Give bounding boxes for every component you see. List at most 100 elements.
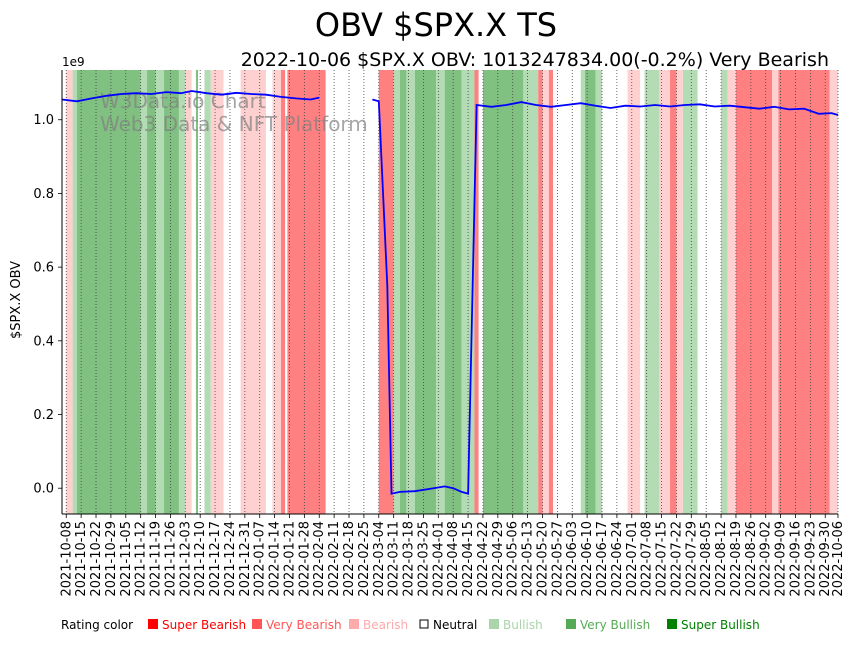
rating-band [406,70,415,514]
rating-band [721,70,728,514]
x-tick-label: 2021-10-22 [89,521,104,597]
legend-swatch [148,619,158,629]
rating-band [280,70,286,514]
chart-subtitle: 2022-10-06 $SPX.X OBV: 1013247834.00(-0.… [241,49,829,71]
x-tick-label: 2022-09-16 [788,521,803,597]
legend-swatch [419,619,429,629]
x-tick-label: 2022-01-14 [268,521,283,597]
x-tick-label: 2022-09-02 [759,521,774,597]
rating-band [627,70,641,514]
rating-band [393,70,401,514]
x-tick-label: 2022-07-15 [655,521,670,597]
x-tick-label: 2022-06-10 [580,521,595,597]
x-tick-label: 2021-10-08 [59,521,74,597]
rating-band [548,70,554,514]
rating-band [778,70,830,514]
x-tick-label: 2022-09-23 [803,521,818,597]
rating-band [72,70,77,514]
rating-band [155,70,165,514]
x-tick-label: 2022-08-26 [744,521,759,597]
rating-bands [62,70,838,514]
rating-band [727,70,736,514]
rating-band [697,70,722,514]
x-tick-label: 2021-10-15 [74,521,89,597]
y-tick-label: 0.6 [33,261,54,276]
legend-item-label: Super Bearish [162,618,246,632]
legend-title: Rating color [61,618,133,632]
x-tick-label: 2021-12-10 [193,521,208,597]
x-tick-label: 2022-04-29 [491,521,506,597]
x-tick-label: 2021-11-26 [163,521,178,597]
rating-band [735,70,773,514]
rating-band [66,70,73,514]
rating-band [204,70,211,514]
x-tick-label: 2022-05-13 [521,521,536,597]
x-tick-label: 2021-12-24 [223,521,238,597]
rating-band [198,70,205,514]
rating-band [538,70,543,514]
rating-band [585,70,596,514]
rating-band [644,70,660,514]
x-tick-label: 2022-05-20 [535,521,550,597]
rating-legend: Rating color Super Bearish Very Bearish Bea… [61,618,760,632]
watermark: W3Data.io Chart Web3 Data & NFT Platform [100,89,368,136]
x-tick-label: 2022-03-18 [402,521,417,597]
x-tick-label: 2022-02-04 [312,521,327,597]
watermark-line-2: Web3 Data & NFT Platform [100,112,368,136]
rating-band [523,70,539,514]
chart-title: OBV $SPX.X TS [315,6,557,44]
y-tick-label: 0.2 [33,408,54,423]
rating-band [178,70,186,514]
rating-band [542,70,549,514]
x-tick-label: 2022-04-15 [461,521,476,597]
x-tick-label: 2022-02-25 [357,521,372,597]
rating-band [400,70,407,514]
y-tick-label: 0.4 [33,334,54,349]
rating-band [772,70,779,514]
rating-band [185,70,192,514]
rating-band [659,70,671,514]
rating-band [62,70,67,514]
rating-band [210,70,224,514]
legend-item-label: Bearish [363,618,408,632]
x-tick-label: 2022-02-18 [342,521,357,597]
x-tick-label: 2022-07-22 [669,521,684,597]
legend-swatch [489,619,499,629]
legend-item-label: Very Bearish [266,618,342,632]
x-tick-label: 2022-01-21 [282,521,297,597]
x-tick-label: 2022-06-03 [565,521,580,597]
y-tick-label: 0.8 [33,187,54,202]
x-tick-label: 2021-12-17 [208,521,223,597]
x-tick-label: 2021-11-05 [119,521,134,597]
x-tick-label: 2022-09-30 [818,521,833,597]
x-tick-label: 2022-02-11 [327,521,342,597]
rating-band [76,70,141,514]
rating-band [474,70,479,514]
rating-band [670,70,677,514]
legend-item-label: Very Bullish [580,618,650,632]
x-tick-label: 2022-04-08 [446,521,461,597]
x-tick-label: 2022-04-22 [476,521,491,597]
x-tick-label: 2021-11-12 [134,521,149,597]
x-tick-label: 2022-06-17 [595,521,610,597]
x-tick-label: 2022-06-24 [610,521,625,597]
rating-band [580,70,586,514]
rating-band [478,70,483,514]
rating-band [829,70,838,514]
x-tick-label: 2021-11-19 [149,521,164,597]
rating-band [595,70,603,514]
rating-band [436,70,445,514]
legend-swatch [252,619,262,629]
y-tick-label: 1.0 [33,113,54,128]
y-tick-label: 0.0 [33,482,54,497]
rating-band [272,70,281,514]
x-tick-label: 2022-09-09 [774,521,789,597]
x-tick-label: 2022-01-07 [253,521,268,597]
rating-band [240,70,267,514]
legend-swatch [566,619,576,629]
rating-band [266,70,273,514]
rating-band [195,70,199,514]
legend-item-label: Bullish [503,618,543,632]
x-tick-label: 2022-07-01 [625,521,640,597]
rating-band [482,70,524,514]
